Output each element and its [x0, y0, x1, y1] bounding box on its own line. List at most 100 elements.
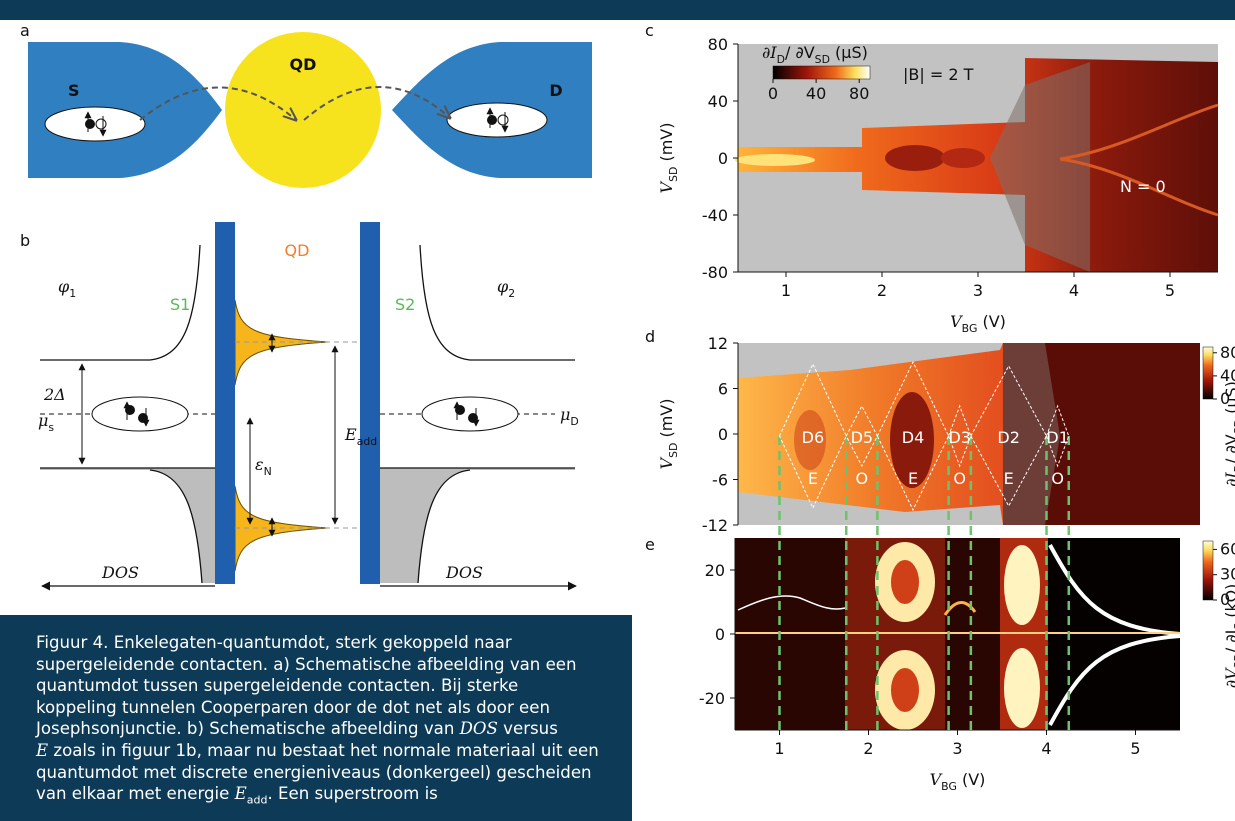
tunnel-barrier: [360, 222, 380, 584]
caption-math: E: [36, 741, 48, 760]
potential-label-sub: D: [570, 415, 578, 428]
energy-label-sub: add: [357, 435, 377, 448]
lead-label: S: [68, 81, 80, 100]
y-tick-label: 0: [715, 625, 725, 644]
colorbar-tick-label: 40: [806, 84, 826, 103]
colorbar-label-part: / ∂V: [1222, 434, 1235, 464]
caption-text: versus: [498, 719, 558, 738]
colorbar-tick-label: 80: [1220, 343, 1235, 362]
x-tick-label: 3: [973, 281, 983, 300]
icon-part: [498, 115, 508, 125]
y-axis-label-part: (mV): [657, 123, 676, 167]
parity-label: O: [953, 469, 966, 488]
y-axis-label-part: (mV): [657, 399, 676, 443]
panel-label: b: [20, 231, 30, 250]
gap-label: 2Δ: [43, 385, 66, 404]
lead-label: S2: [395, 295, 415, 314]
x-tick-label: 5: [1130, 739, 1140, 758]
parity-label: O: [1051, 469, 1064, 488]
x-tick-label: 2: [863, 739, 873, 758]
tunnel-barrier: [215, 222, 235, 584]
y-axis-label-sub: SD: [667, 167, 680, 182]
dot-label: QD: [285, 241, 310, 260]
colorbar-label-part: (kΩ): [1222, 584, 1235, 623]
panel-label: a: [20, 21, 30, 40]
y-tick-label: 6: [718, 380, 728, 399]
x-tick-label: 4: [1069, 281, 1079, 300]
diamond-label: D4: [902, 428, 925, 447]
icon-part: [85, 119, 95, 129]
colorbar-label-part: ∂I: [1222, 472, 1235, 487]
caption-math: E: [235, 784, 247, 803]
x-tick-label: 1: [774, 739, 784, 758]
panel-label: d: [645, 327, 655, 346]
dos-label: DOS: [445, 563, 483, 582]
y-tick-label: 80: [708, 35, 728, 54]
annotation: |B| = 2 T: [903, 65, 974, 84]
page: Figuur 4 {"panel_labels": ["a", "b", "c"…: [0, 0, 1235, 821]
x-tick-label: 5: [1165, 281, 1175, 300]
y-tick-label: 20: [705, 561, 725, 580]
parity-label: O: [856, 469, 869, 488]
dos-label: DOS: [101, 563, 139, 582]
x-axis-label-sub: BG: [962, 322, 978, 335]
x-tick-label: 3: [952, 739, 962, 758]
resistance-feature: [1004, 545, 1040, 625]
parity-label: E: [1004, 469, 1014, 488]
resistance-feature: [891, 668, 919, 712]
colorbar: [1203, 541, 1213, 600]
panel-label: e: [645, 535, 655, 554]
caption-math-sub: add: [247, 793, 268, 806]
panel-label: c: [645, 21, 654, 40]
diamond-label: D2: [997, 428, 1020, 447]
lead-label: D: [549, 81, 562, 100]
y-tick-label: -80: [702, 263, 728, 282]
colorbar-tick-label: 0: [768, 84, 778, 103]
caption-text: . Een superstroom is: [267, 784, 437, 803]
energy-label-part: ε: [255, 455, 264, 474]
y-axis-label-sub: SD: [667, 443, 680, 458]
conductance-feature: [885, 145, 945, 171]
colorbar-tick-label: 30: [1220, 565, 1235, 584]
colorbar-label-part: / ∂I: [1222, 630, 1235, 653]
resistance-feature: [891, 560, 919, 604]
caption-math: DOS: [460, 719, 498, 738]
colorbar-label-sub: D: [777, 53, 785, 66]
x-axis-label-sub: BG: [941, 780, 957, 793]
caption: Figuur 4. Enkelegaten-quantumdot, sterk …: [0, 615, 632, 821]
colorbar-label: ∂VSD/ ∂IS (kΩ): [1222, 584, 1235, 689]
icon-part: [96, 119, 106, 129]
resistance-feature: [1004, 648, 1040, 728]
x-axis-label-part: (V): [977, 312, 1006, 331]
colorbar-label-part: ∂I: [762, 43, 777, 62]
annotation: N = 0: [1120, 177, 1166, 196]
lead-label: S1: [170, 295, 190, 314]
colorbar-label-sub: SD: [815, 53, 830, 66]
phase-label-sub: 2: [508, 287, 515, 300]
x-axis-label-part: (V): [957, 770, 986, 789]
energy-label-part: E: [344, 425, 357, 444]
icon-part: [487, 115, 497, 125]
x-tick-label: 2: [877, 281, 887, 300]
colorbar-label-part: / ∂V: [785, 43, 815, 62]
potential-label-part: μ: [560, 405, 570, 424]
x-tick-label: 4: [1041, 739, 1051, 758]
parity-label: E: [808, 469, 818, 488]
y-tick-label: 40: [708, 92, 728, 111]
y-tick-label: 12: [708, 334, 728, 353]
y-tick-label: -40: [702, 206, 728, 225]
diamond-label: D6: [802, 428, 825, 447]
potential-label-part: μ: [38, 411, 48, 430]
colorbar: [773, 66, 870, 79]
y-tick-label: 0: [718, 425, 728, 444]
y-tick-label: 0: [718, 149, 728, 168]
diamond-label: D1: [1046, 428, 1069, 447]
colorbar-label-part: ∂V: [1222, 667, 1235, 688]
potential-label-sub: s: [48, 421, 54, 434]
parity-label: E: [908, 469, 918, 488]
energy-label-sub: N: [264, 465, 272, 478]
phase-label-part: φ: [58, 277, 70, 296]
y-tick-label: -6: [712, 471, 728, 490]
diamond-label: D5: [851, 428, 874, 447]
phase-label-sub: 1: [69, 287, 76, 300]
